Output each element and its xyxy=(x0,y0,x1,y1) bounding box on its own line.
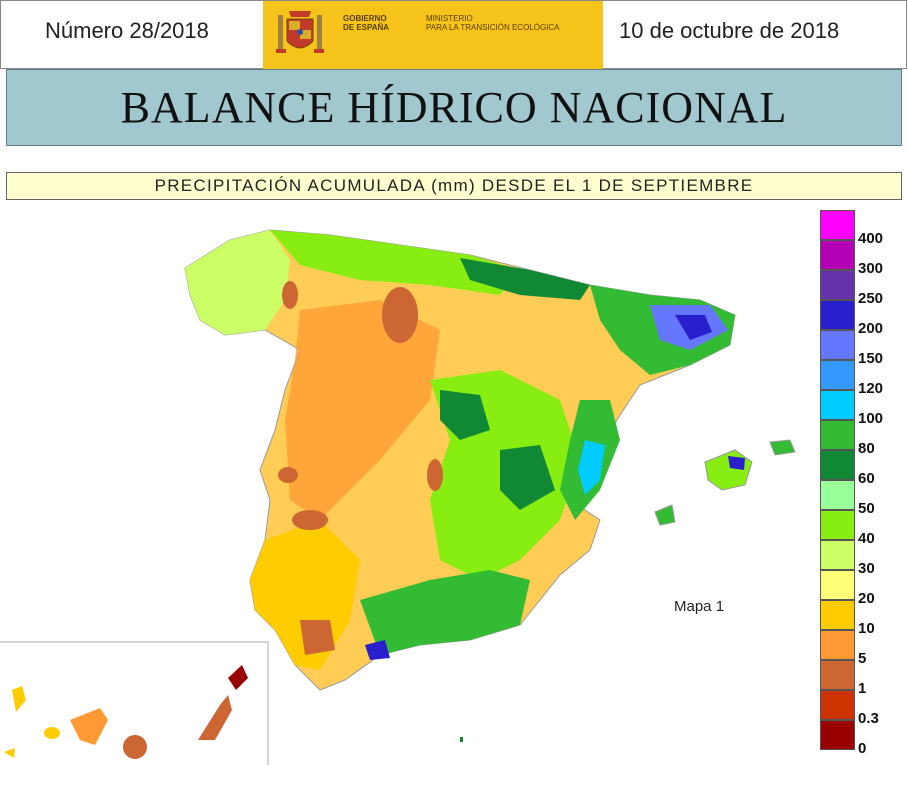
legend-swatch xyxy=(820,510,855,540)
legend-label: 300 xyxy=(858,260,884,277)
legend-label: 200 xyxy=(858,320,884,337)
issue-number: Número 28/2018 xyxy=(45,18,209,43)
coat-of-arms-icon xyxy=(276,11,324,53)
legend-label: 150 xyxy=(858,350,884,367)
legend: 400 300 250 200 150 120 100 80 60 50 40 30 20 10 5 1 0.3… xyxy=(820,210,900,770)
legend-swatch xyxy=(820,330,855,360)
legend-label: 400 xyxy=(858,230,884,247)
legend-label: 0 xyxy=(858,740,867,757)
government-name: GOBIERNO DE ESPAÑA xyxy=(343,14,390,32)
legend-label: 10 xyxy=(858,620,875,637)
legend-label: 30 xyxy=(858,560,875,577)
precipitation-map xyxy=(0,229,796,765)
legend-swatch xyxy=(820,570,855,600)
legend-label: 60 xyxy=(858,470,875,487)
legend-label: 80 xyxy=(858,440,875,457)
legend-label: 0.3 xyxy=(858,710,879,727)
legend-swatch xyxy=(820,300,855,330)
legend-label: 40 xyxy=(858,530,875,547)
legend-label: 250 xyxy=(858,290,884,307)
ministry-name: MINISTERIO PARA LA TRANSICIÓN ECOLÓGICA xyxy=(426,14,560,32)
legend-swatch xyxy=(820,690,855,720)
map-subtitle-band: PRECIPITACIÓN ACUMULADA (mm) DESDE EL 1 … xyxy=(6,172,902,200)
legend-swatch xyxy=(820,720,855,750)
legend-label: 5 xyxy=(858,650,867,667)
legend-swatch xyxy=(820,390,855,420)
legend-swatch xyxy=(820,480,855,510)
legend-swatch xyxy=(820,240,855,270)
issue-date: 10 de octubre de 2018 xyxy=(619,18,840,43)
legend-swatch xyxy=(820,660,855,690)
legend-label: 20 xyxy=(858,590,875,607)
legend-label: 120 xyxy=(858,380,884,397)
legend-swatch xyxy=(820,360,855,390)
legend-swatch xyxy=(820,630,855,660)
legend-label: 1 xyxy=(858,680,867,697)
map-subtitle: PRECIPITACIÓN ACUMULADA (mm) DESDE EL 1 … xyxy=(154,176,754,195)
legend-swatch xyxy=(820,210,855,240)
map-label: Mapa 1 xyxy=(674,598,725,615)
legend-swatch xyxy=(820,600,855,630)
legend-swatch xyxy=(820,420,855,450)
legend-swatch xyxy=(820,450,855,480)
legend-label: 100 xyxy=(858,410,884,427)
page-title: BALANCE HÍDRICO NACIONAL xyxy=(120,83,788,132)
government-logo: GOBIERNO DE ESPAÑA MINISTERIO PARA LA TR… xyxy=(263,1,603,69)
page-title-band: BALANCE HÍDRICO NACIONAL xyxy=(6,69,902,146)
legend-swatch xyxy=(820,270,855,300)
header-row: Número 28/2018 GOBIERNO DE ESPAÑA MINIST… xyxy=(0,0,907,69)
legend-label: 50 xyxy=(858,500,875,517)
legend-swatch xyxy=(820,540,855,570)
